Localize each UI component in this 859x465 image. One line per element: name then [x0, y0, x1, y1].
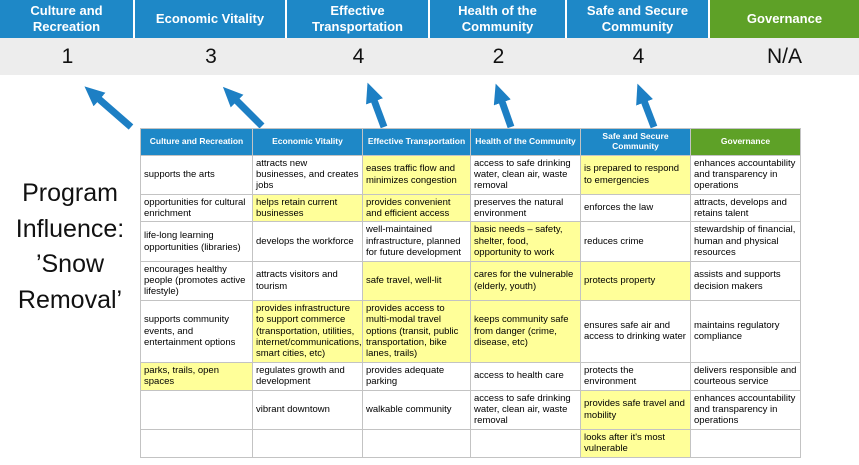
matrix-row: looks after it's most vulnerable [140, 428, 801, 458]
matrix-row: encourages healthy people (promotes acti… [140, 260, 801, 301]
matrix-cell: eases traffic flow and minimizes congest… [362, 154, 471, 195]
matrix-cell [140, 389, 253, 430]
matrix-cell: provides infrastructure to support comme… [252, 299, 363, 363]
matrix-cell: supports community events, and entertain… [140, 299, 253, 363]
program-title-line: Influence: [15, 214, 125, 243]
program-title-line: ’Snow [35, 250, 105, 278]
matrix-cell: attracts, develops and retains talent [690, 193, 801, 223]
matrix-cell [252, 428, 363, 458]
matrix-cell: provides safe travel and mobility [580, 389, 691, 430]
matrix-cell: supports the arts [140, 154, 253, 195]
pillar-header-economic-vitality: Economic Vitality [135, 0, 287, 38]
matrix-cell: encourages healthy people (promotes acti… [140, 260, 253, 301]
matrix-cell: keeps community safe from danger (crime,… [470, 299, 581, 363]
matrix-cell: assists and supports decision makers [690, 260, 801, 301]
matrix-cell: access to safe drinking water, clean air… [470, 154, 581, 195]
pillar-header-row: Culture and Recreation Economic Vitality E… [0, 0, 859, 38]
matrix-cell: vibrant downtown [252, 389, 363, 430]
program-title-line: Program [22, 179, 118, 207]
matrix-cell: ensures safe air and access to drinking … [580, 299, 691, 363]
matrix-cell: parks, trails, open spaces [140, 361, 253, 391]
program-title-line: Removal’ [17, 285, 123, 314]
matrix-row: life-long learning opportunities (librar… [140, 221, 801, 262]
matrix-cell: maintains regulatory compliance [690, 299, 801, 363]
matrix-row: supports the arts attracts new businesses… [140, 154, 801, 195]
score-arrow [493, 83, 515, 129]
score-arrow [636, 83, 658, 129]
matrix-cell: protects property [580, 260, 691, 301]
matrix-cell: reduces crime [580, 221, 691, 262]
matrix-cell: access to safe drinking water, clean air… [470, 389, 581, 430]
matrix-cell [140, 428, 253, 458]
pillar-score-governance: N/A [766, 44, 802, 68]
matrix-header-health-of-the-community: Health of the Community [470, 128, 581, 156]
matrix-cell: opportunities for cultural enrichment [140, 193, 253, 223]
matrix-cell [690, 428, 801, 458]
matrix-cell: provides access to multi-modal travel op… [362, 299, 471, 363]
matrix-header-culture-and-recreation: Culture and Recreation [140, 128, 253, 156]
matrix-cell: looks after it's most vulnerable [580, 428, 691, 458]
matrix-cell: access to health care [470, 361, 581, 391]
matrix-cell: is prepared to respond to emergencies [580, 154, 691, 195]
pillar-header-effective-transportation: Effective Transportation [287, 0, 430, 38]
matrix-cell: helps retain current businesses [252, 193, 363, 223]
matrix-row: vibrant downtown walkable community access… [140, 389, 801, 430]
matrix-cell: well-maintained infrastructure, planned … [362, 221, 471, 262]
pillar-score-economic-vitality: 3 [205, 44, 217, 68]
pillar-score-safe-and-secure-community: 4 [632, 44, 645, 68]
score-arrow [84, 86, 134, 130]
matrix-cell: provides adequate parking [362, 361, 471, 391]
matrix-cell: attracts visitors and tourism [252, 260, 363, 301]
matrix-row: parks, trails, open spaces regulates grow… [140, 361, 801, 391]
matrix-header-effective-transportation: Effective Transportation [362, 128, 471, 156]
matrix-cell: life-long learning opportunities (librar… [140, 221, 253, 262]
matrix-row: opportunities for cultural enrichment hel… [140, 193, 801, 223]
matrix-cell: regulates growth and development [252, 361, 363, 391]
matrix-cell: enforces the law [580, 193, 691, 223]
program-title: Program Influence: ’Snow Removal’ [0, 176, 140, 318]
matrix-header-row: Culture and Recreation Economic Vitality E… [140, 128, 801, 156]
matrix-cell: protects the environment [580, 361, 691, 391]
pillar-header-health-of-the-community: Health of the Community [430, 0, 567, 38]
matrix-cell: preserves the natural environment [470, 193, 581, 223]
pillar-header-safe-and-secure-community: Safe and Secure Community [567, 0, 710, 38]
matrix-cell: provides convenient and efficient access [362, 193, 471, 223]
matrix-cell: delivers responsible and courteous servi… [690, 361, 801, 391]
matrix-cell: enhances accountability and transparency… [690, 154, 801, 195]
matrix-header-governance: Governance [690, 128, 801, 156]
matrix-cell [362, 428, 471, 458]
score-arrow [366, 82, 388, 129]
score-arrow [222, 86, 265, 129]
matrix-cell: safe travel, well-lit [362, 260, 471, 301]
matrix-cell: stewardship of financial, human and phys… [690, 221, 801, 262]
matrix-cell: cares for the vulnerable (elderly, youth… [470, 260, 581, 301]
matrix-cell [470, 428, 581, 458]
matrix-header-safe-and-secure-community: Safe and Secure Community [580, 128, 691, 156]
matrix-cell: attracts new businesses, and creates job… [252, 154, 363, 195]
matrix-body: supports the arts attracts new businesses… [140, 154, 801, 458]
pillar-score-health-of-the-community: 2 [492, 44, 505, 68]
pillar-score-culture-and-recreation: 1 [61, 44, 74, 68]
matrix-cell: walkable community [362, 389, 471, 430]
matrix-row: supports community events, and entertain… [140, 299, 801, 363]
influence-matrix: Culture and Recreation Economic Vitality E… [140, 128, 801, 458]
pillar-header-governance: Governance [710, 0, 859, 38]
pillar-score-effective-transportation: 4 [352, 44, 365, 68]
pillar-score-row: 1 3 4 2 4 N/A [0, 38, 859, 75]
matrix-header-economic-vitality: Economic Vitality [252, 128, 363, 156]
matrix-cell: enhances accountability and transparency… [690, 389, 801, 430]
pillar-header-culture-and-recreation: Culture and Recreation [0, 0, 135, 38]
matrix-cell: develops the workforce [252, 221, 363, 262]
matrix-cell: basic needs – safety, shelter, food, opp… [470, 221, 581, 262]
